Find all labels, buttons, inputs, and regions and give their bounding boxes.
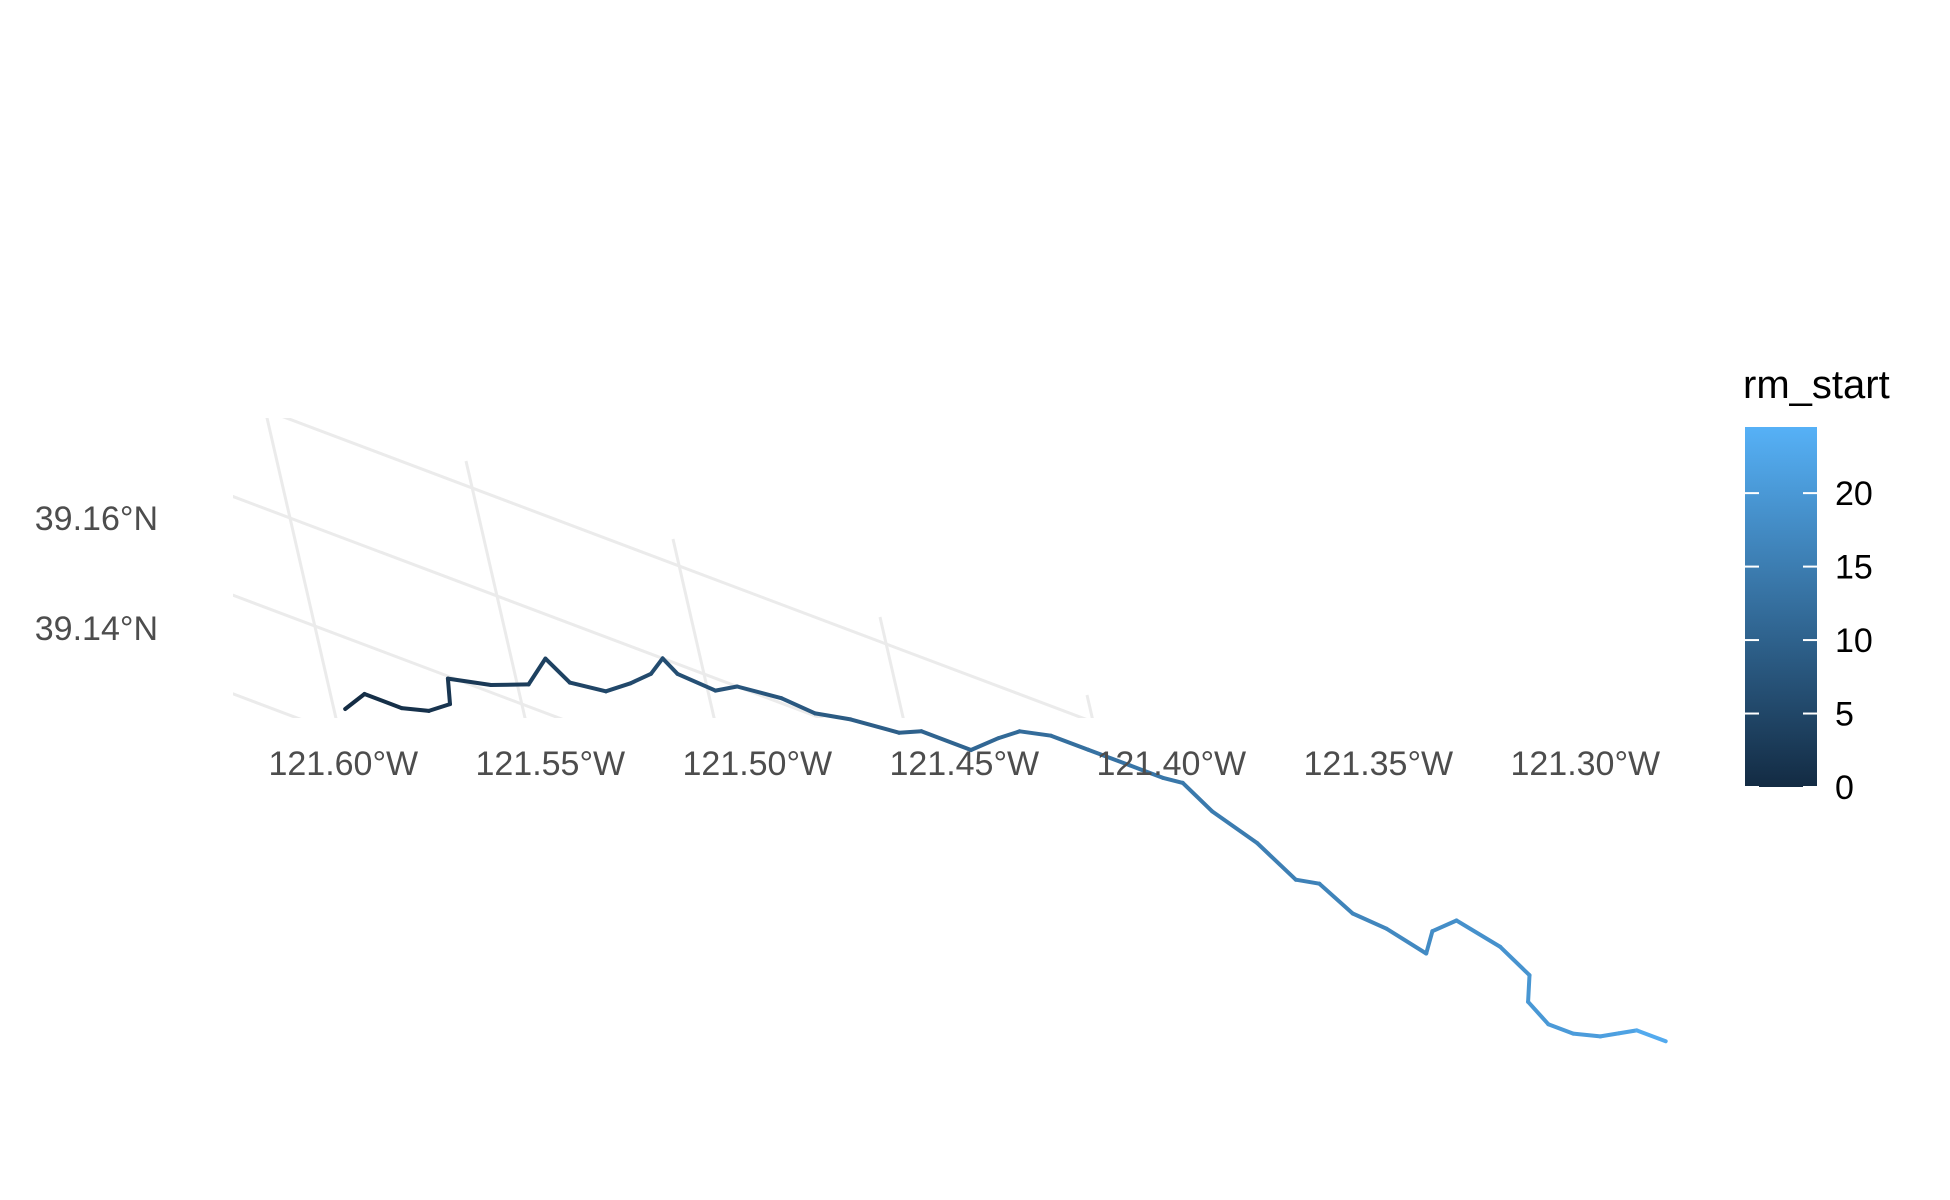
y-tick-label: 39.14°N	[35, 610, 158, 648]
river-segment	[399, 706, 431, 713]
river-segment	[1210, 809, 1260, 845]
parallel-gridline	[233, 692, 302, 718]
colorbar-ticks: 0 5 10 15 20	[1745, 475, 1873, 807]
river-segment	[649, 656, 665, 676]
colorbar-legend: rm_start 0 5 10 15 20	[1743, 363, 1890, 807]
river-segment	[969, 736, 1001, 752]
x-tick-label: 121.60°W	[268, 745, 418, 783]
x-axis-labels: 121.60°W 121.55°W 121.50°W 121.45°W 121.40°W…	[268, 745, 1660, 783]
river-segment	[445, 676, 493, 687]
x-tick-label: 121.40°W	[1096, 745, 1246, 783]
river-segment	[343, 692, 367, 711]
x-tick-label: 121.45°W	[889, 745, 1039, 783]
graticule	[233, 418, 1588, 1200]
river-segment	[526, 656, 548, 687]
river-segment	[897, 729, 924, 735]
river-segment	[1526, 999, 1551, 1027]
x-tick-label: 121.55°W	[475, 745, 625, 783]
parallel-gridline	[233, 593, 564, 718]
river-segment	[675, 671, 718, 693]
river-segment	[445, 676, 452, 707]
river-segment	[1127, 763, 1165, 780]
river-segment	[1598, 1031, 1621, 1039]
river-line	[343, 656, 1668, 1044]
river-segment	[996, 729, 1022, 741]
y-axis-labels: 39.16°N 39.14°N	[35, 500, 158, 648]
river-segment	[1017, 729, 1053, 738]
river-segment	[1454, 918, 1503, 949]
river-segment	[1571, 1031, 1603, 1039]
river-segment	[1384, 926, 1429, 956]
river-segment	[1086, 747, 1132, 768]
river-segment	[603, 681, 633, 694]
river-segment	[1049, 733, 1091, 752]
meridian-gridline	[878, 616, 905, 718]
river-segment	[628, 671, 653, 686]
river-segment	[426, 702, 452, 713]
x-tick-label: 121.30°W	[1510, 745, 1660, 783]
river-segment	[1180, 780, 1214, 814]
y-tick-label: 39.16°N	[35, 500, 158, 538]
colorbar-label: 20	[1835, 475, 1873, 513]
river-segment	[543, 656, 572, 685]
colorbar-label: 15	[1835, 549, 1873, 587]
legend-title: rm_start	[1743, 363, 1890, 407]
meridian-gridline	[1294, 773, 1381, 1151]
river-segment	[1526, 973, 1532, 1004]
river-segment	[779, 696, 818, 716]
colorbar-label: 5	[1835, 696, 1854, 734]
river-segment	[1293, 877, 1322, 886]
river-segment	[1546, 1022, 1576, 1036]
river-segment	[919, 729, 973, 752]
river-segment	[362, 692, 404, 711]
river-segment	[848, 717, 901, 735]
river-segment	[1424, 929, 1435, 956]
river-segment	[1160, 775, 1185, 785]
parallel-gridline	[282, 418, 1087, 718]
river-segment	[1317, 881, 1355, 916]
river-segment	[1616, 1028, 1639, 1036]
river-segment	[1430, 918, 1459, 934]
x-tick-label: 121.35°W	[1303, 745, 1453, 783]
colorbar-label: 0	[1835, 769, 1854, 807]
meridian-gridline	[1501, 851, 1588, 1200]
river-segment	[1350, 911, 1389, 931]
parallel-gridline	[233, 494, 826, 718]
river-segment	[713, 684, 740, 693]
colorbar	[1745, 427, 1817, 787]
meridian-gridline	[671, 538, 716, 718]
river-segment	[1498, 944, 1532, 978]
meridian-gridline	[464, 460, 527, 718]
meridian-gridline	[265, 418, 338, 718]
colorbar-label: 10	[1835, 622, 1873, 660]
river-segment	[1255, 841, 1298, 882]
river-segment	[813, 711, 853, 722]
x-tick-label: 121.50°W	[682, 745, 832, 783]
river-segment	[735, 684, 784, 701]
river-segment	[489, 682, 531, 687]
river-segment	[567, 680, 608, 694]
river-segment	[660, 656, 680, 676]
river-segment	[1634, 1028, 1668, 1044]
